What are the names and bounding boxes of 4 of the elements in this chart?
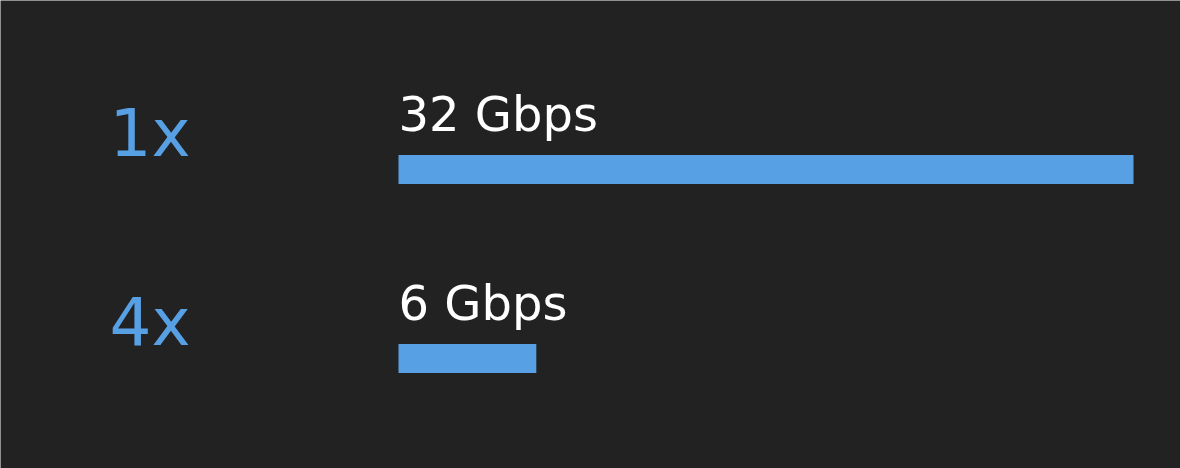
data-label: 32 Gbps (398, 85, 598, 142)
y-tick-label: 4x (109, 284, 191, 361)
data-label: 6 Gbps (398, 274, 568, 331)
y-tick-label: 1x (109, 95, 191, 172)
